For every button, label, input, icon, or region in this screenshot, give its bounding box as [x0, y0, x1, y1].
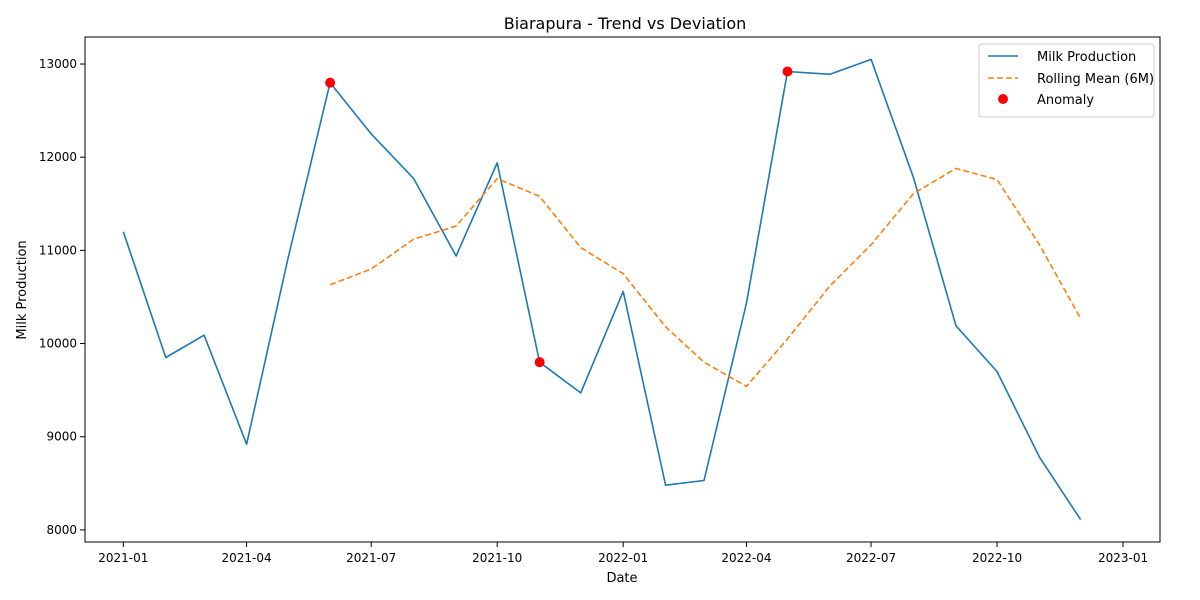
anomaly-layer	[325, 66, 793, 368]
chart-title: Biarapura - Trend vs Deviation	[504, 14, 747, 33]
legend-label-milk-production: Milk Production	[1037, 50, 1136, 65]
x-tick-label: 2021-04	[222, 551, 272, 565]
series-line-milk-production	[122, 58, 1082, 521]
y-tick-label: 13000	[39, 57, 77, 71]
y-axis-label: Milk Production	[15, 240, 30, 339]
legend-label-rolling-mean: Rolling Mean (6M)	[1037, 72, 1154, 87]
x-tick-label: 2022-10	[972, 551, 1022, 565]
y-axis: 8000 9000 10000 11000 12000 13000	[39, 57, 85, 537]
x-axis-label: Date	[606, 571, 637, 586]
series-line-rolling-mean	[329, 167, 1082, 388]
y-tick-label: 12000	[39, 150, 77, 164]
y-tick-label: 10000	[39, 337, 77, 351]
legend-box	[978, 43, 1155, 118]
x-tick-label: 2022-07	[846, 551, 896, 565]
legend: Milk Production Rolling Mean (6M) Anomal…	[978, 43, 1155, 118]
anomaly-point	[782, 66, 793, 77]
x-tick-label: 2021-01	[98, 551, 148, 565]
anomaly-point	[325, 77, 336, 88]
x-tick-label: 2021-07	[346, 551, 396, 565]
legend-label-anomaly: Anomaly	[1037, 93, 1094, 108]
x-axis: 2021-01 2021-04 2021-07 2021-10 2022-01 2022-…	[98, 542, 1148, 565]
y-tick-label: 11000	[39, 243, 77, 257]
legend-swatch-anomaly	[998, 94, 1008, 104]
x-tick-label: 2023-01	[1098, 551, 1148, 565]
series-layer	[122, 58, 1082, 521]
x-tick-label: 2021-10	[472, 551, 522, 565]
anomaly-point	[534, 357, 545, 368]
y-tick-label: 9000	[46, 430, 77, 444]
x-tick-label: 2022-04	[721, 551, 771, 565]
plot-area	[84, 36, 1161, 543]
x-tick-label: 2022-01	[598, 551, 648, 565]
y-tick-label: 8000	[46, 523, 77, 537]
